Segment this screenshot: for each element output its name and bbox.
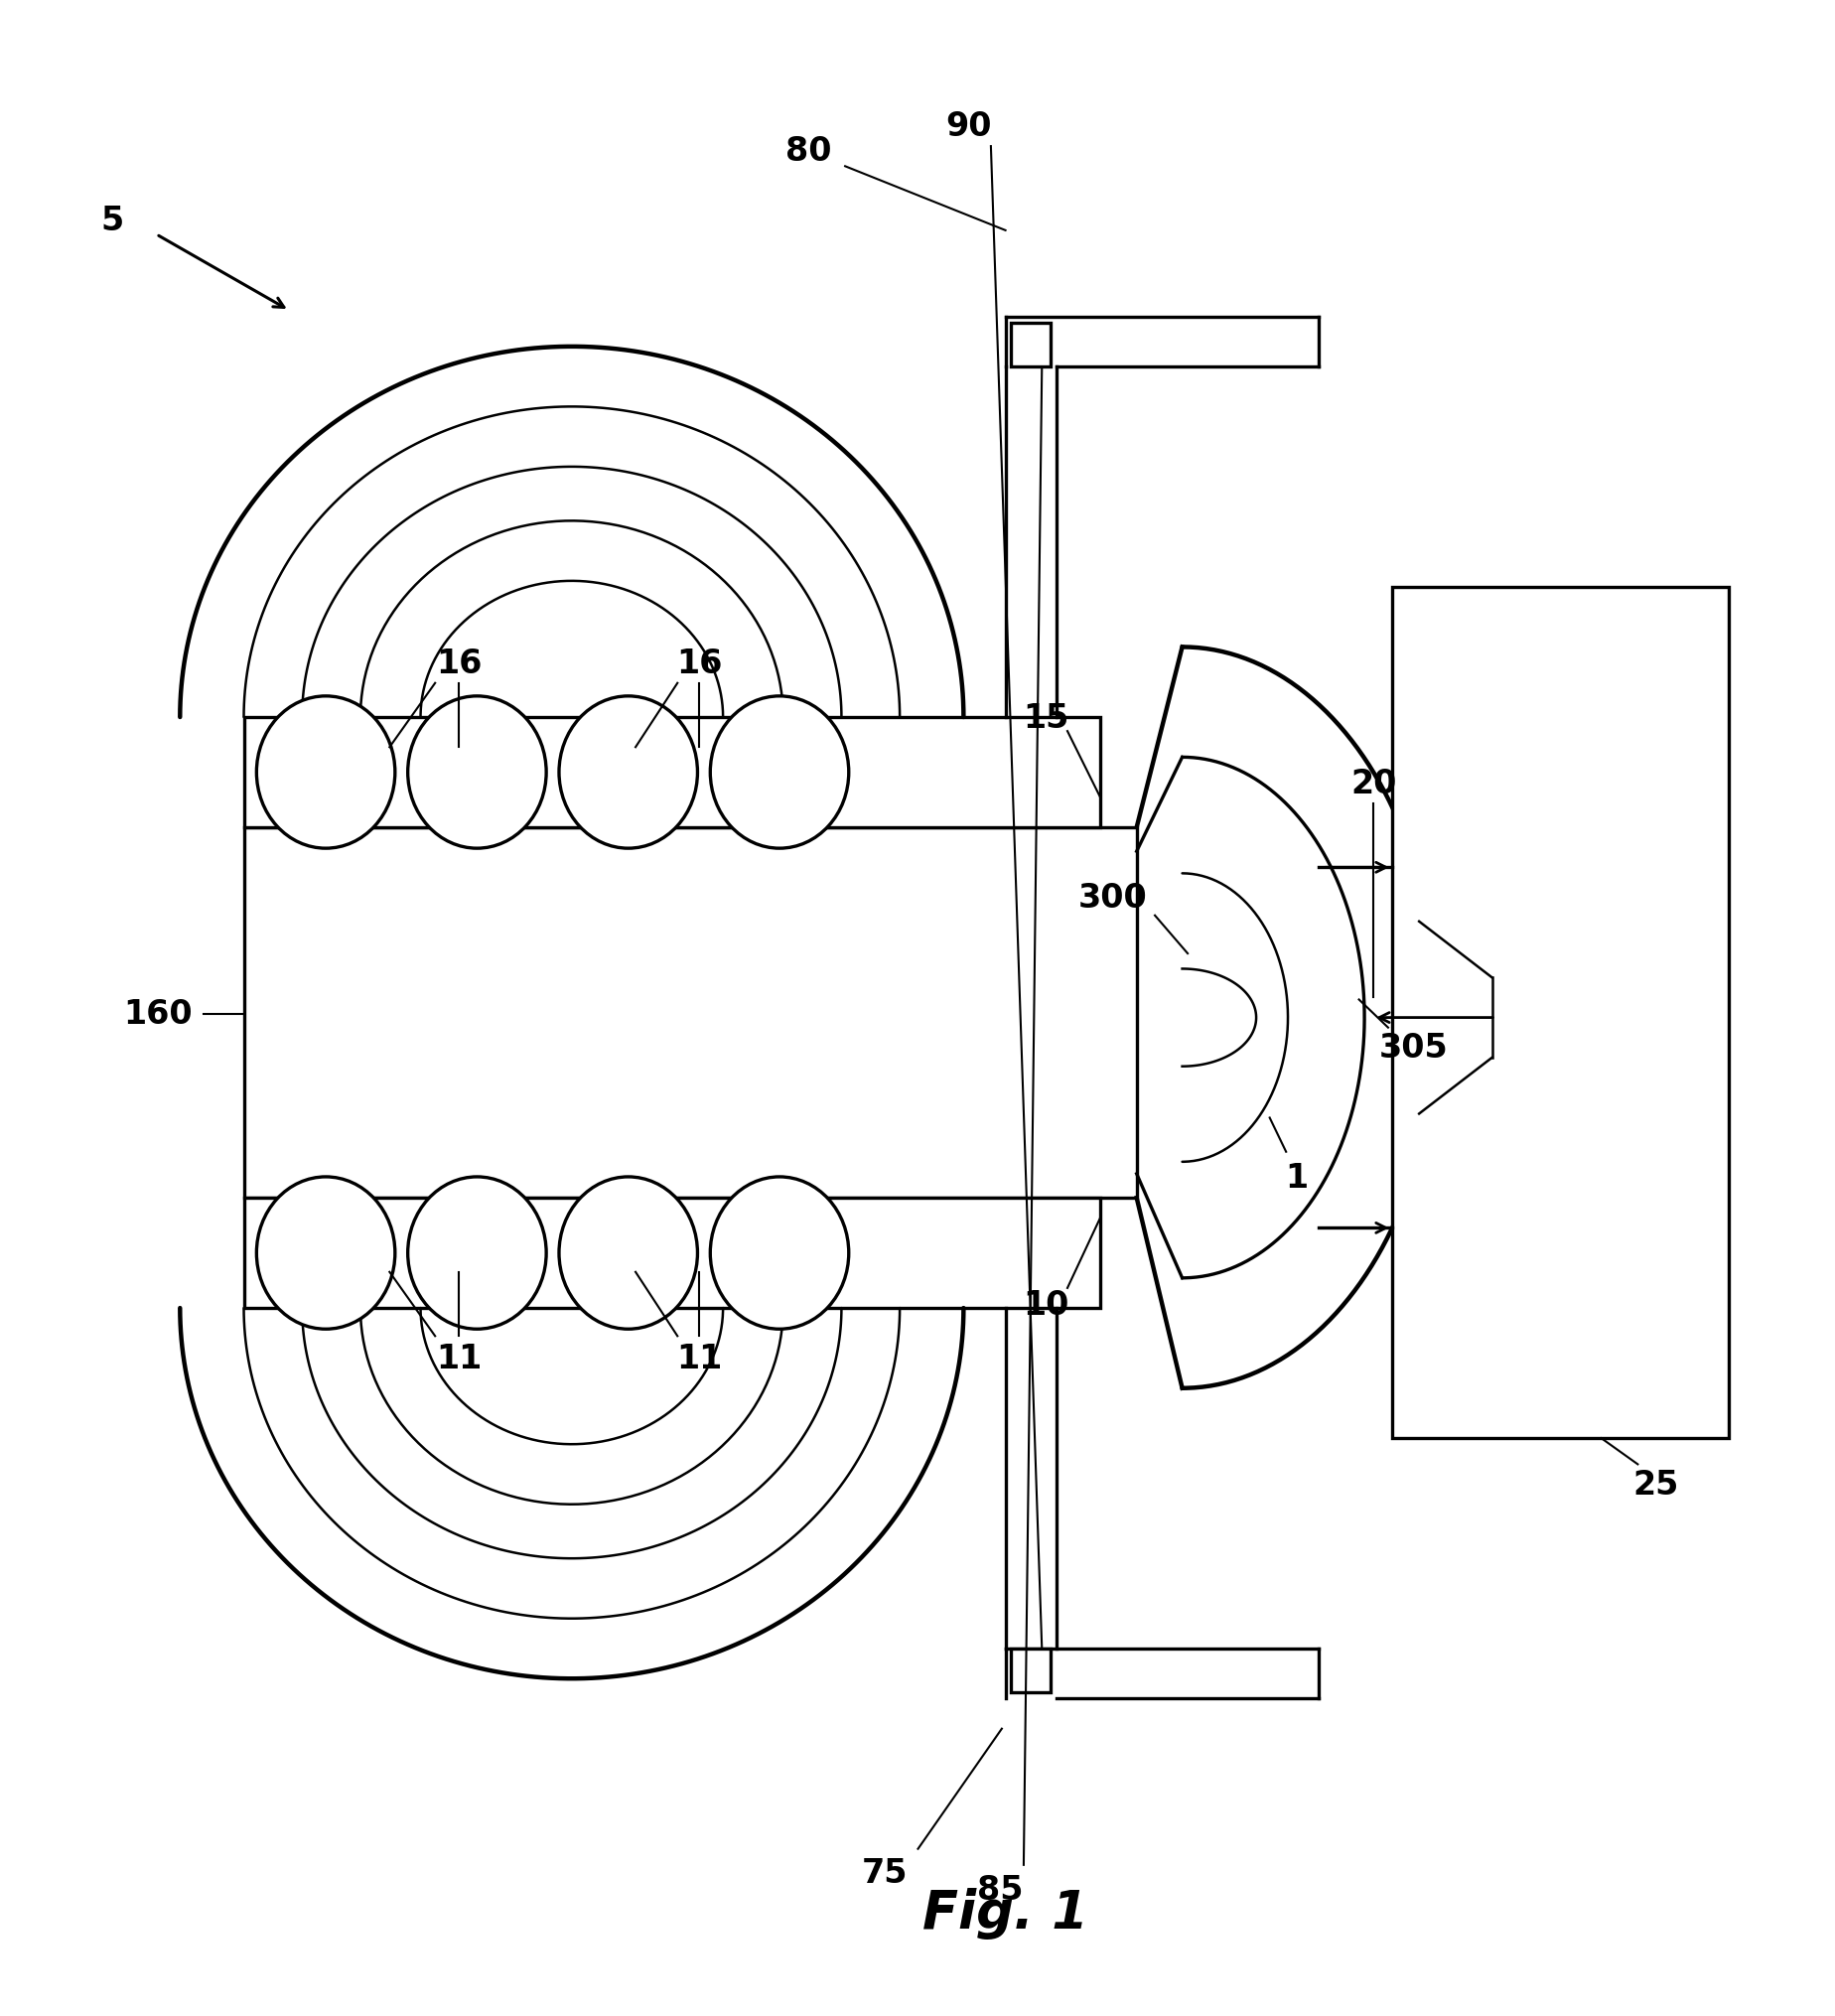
Circle shape: [710, 698, 848, 849]
Bar: [244, 1198, 1099, 1308]
Bar: [244, 718, 1099, 829]
Text: 16: 16: [675, 647, 721, 679]
Circle shape: [407, 698, 547, 849]
Text: 75: 75: [862, 1857, 908, 1889]
Text: 80: 80: [785, 135, 831, 167]
Text: 15: 15: [1022, 702, 1068, 734]
Text: 300: 300: [1077, 881, 1147, 915]
Text: 25: 25: [1631, 1468, 1677, 1500]
Text: 85: 85: [976, 1873, 1022, 1905]
Circle shape: [558, 698, 697, 849]
Text: 90: 90: [945, 111, 991, 143]
Text: 16: 16: [435, 647, 481, 679]
Bar: [1011, 323, 1050, 367]
Bar: [1011, 1649, 1050, 1693]
Text: 160: 160: [123, 998, 193, 1030]
Text: 5: 5: [101, 206, 125, 238]
Circle shape: [710, 1177, 848, 1329]
Text: 11: 11: [435, 1343, 481, 1375]
Circle shape: [407, 1177, 547, 1329]
Circle shape: [558, 1177, 697, 1329]
Text: 1: 1: [1284, 1161, 1308, 1195]
Text: 11: 11: [675, 1343, 721, 1375]
Circle shape: [257, 1177, 395, 1329]
Text: 305: 305: [1378, 1032, 1448, 1064]
Bar: [1391, 587, 1729, 1439]
Text: 10: 10: [1022, 1288, 1068, 1320]
Circle shape: [257, 698, 395, 849]
Bar: [244, 829, 1136, 1198]
Text: 20: 20: [1351, 768, 1396, 800]
Text: Fig. 1: Fig. 1: [921, 1887, 1088, 1939]
